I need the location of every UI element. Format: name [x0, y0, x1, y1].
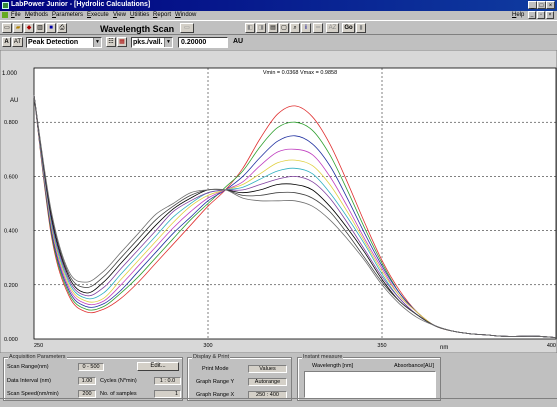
y-tick-label: 0.000	[4, 337, 18, 343]
menu-report[interactable]: Report	[153, 12, 172, 18]
x-tick-label: 350	[377, 343, 386, 349]
edit-button[interactable]: Edit...	[137, 362, 179, 371]
detection-select[interactable]: Peak Detection ▼	[26, 37, 102, 48]
cycles-label: Cycles (N*min)	[100, 378, 137, 384]
threshold-units: AU	[233, 38, 244, 45]
wavelength-label: Wavelength [nm]	[312, 363, 354, 369]
menu-window[interactable]: Window	[175, 12, 197, 18]
doc-minimize-button[interactable]: _	[528, 11, 536, 19]
scale-icon[interactable]: ═	[313, 23, 323, 33]
y-tick-label: 0.600	[4, 174, 18, 180]
y-top-value: 1.000	[2, 71, 18, 77]
left-icon[interactable]: ◧	[245, 23, 255, 33]
plot-area[interactable]	[33, 67, 557, 340]
instant-measure-group: Instant measure Wavelength [nm] Absorban…	[297, 354, 441, 401]
chevron-down-icon[interactable]: ▼	[93, 38, 101, 47]
scan-speed-label: Scan Speed(nm/min)	[7, 391, 59, 397]
scan-title: Wavelength Scan	[100, 24, 175, 34]
title-bar: LabPower Junior - [Hydrolic Calculations…	[0, 0, 557, 11]
threshold-input[interactable]: 0.20000	[178, 37, 228, 48]
window-icon[interactable]: ▢	[279, 23, 289, 33]
range-x-label: Graph Range X	[196, 392, 235, 398]
right-icon[interactable]: ◨	[256, 23, 266, 33]
menu-file[interactable]: File	[11, 12, 21, 18]
new-file-icon[interactable]: ▭	[2, 23, 12, 33]
overlay-icon[interactable]: ▤	[268, 23, 278, 33]
vmin-vmax-readout: Vmin = 0.0368 Vmax = 0.9858	[263, 70, 337, 76]
print-icon[interactable]: ⎙	[57, 23, 67, 33]
zoom-icon[interactable]: ⌕	[290, 23, 300, 33]
graph-toolbar: A AT Peak Detection ▼ ☷ ▦ pks./vall. ▼ 0…	[0, 35, 557, 49]
mode-a-button[interactable]: A	[2, 37, 11, 47]
list-icon[interactable]: ☷	[106, 37, 116, 47]
info-icon[interactable]: i	[301, 23, 311, 33]
measure-icon[interactable]: ▭	[180, 23, 194, 33]
spectrum-chart[interactable]: 1.000 AU Vmin = 0.0368 Vmax = 0.9858 nm …	[0, 50, 557, 353]
cycles-field: 1 : 0.0	[154, 377, 181, 385]
data-interval-label: Data Interval (nm)	[7, 378, 52, 384]
chevron-down-icon[interactable]: ▼	[164, 38, 172, 47]
x-tick-label: 250	[34, 343, 43, 349]
print-mode-label: Print Mode	[202, 366, 229, 372]
chart-icon[interactable]: ▥	[35, 23, 45, 33]
scan-range-label: Scan Range(nm)	[7, 364, 49, 370]
go-button[interactable]: Go	[342, 23, 355, 33]
acquisition-title: Acquisition Parameters	[8, 354, 67, 360]
open-folder-icon[interactable]: ▰	[13, 23, 23, 33]
pks-value: pks./vall.	[133, 39, 163, 46]
menu-execute[interactable]: Execute	[87, 12, 109, 18]
instant-measure-list[interactable]	[304, 371, 436, 398]
menu-help[interactable]: Help	[512, 12, 525, 18]
autozero-button[interactable]: AZ	[326, 23, 339, 33]
acquisition-group: Acquisition Parameters Scan Range(nm) 0 …	[3, 354, 183, 401]
samples-field: 1	[154, 390, 181, 398]
parameters-panel: Acquisition Parameters Scan Range(nm) 0 …	[0, 354, 557, 407]
close-button[interactable]: ×	[546, 1, 555, 9]
y-tick-label: 0.200	[4, 283, 18, 289]
absorbance-label: Absorbance[AU]	[394, 363, 435, 369]
y-tick-label: 0.400	[4, 229, 18, 235]
menu-view[interactable]: View	[113, 12, 126, 18]
window-title: LabPower Junior - [Hydrolic Calculations…	[11, 1, 151, 8]
spectrum-series-10[interactable]	[33, 95, 557, 338]
display-title: Display & Print	[192, 354, 231, 360]
doc-restore-button[interactable]: ▫	[537, 11, 545, 19]
y-tick-label: 0.800	[4, 120, 18, 126]
save-icon[interactable]: ■	[46, 23, 56, 33]
detection-value: Peak Detection	[28, 39, 79, 46]
mode-at-button[interactable]: AT	[12, 37, 23, 47]
minimize-button[interactable]: _	[528, 1, 537, 9]
display-group: Display & Print Print Mode Values Graph …	[187, 354, 292, 401]
menu-parameters[interactable]: Parameters	[52, 12, 84, 18]
menu-methods[interactable]: Methods	[25, 12, 49, 18]
pks-select[interactable]: pks./vall. ▼	[131, 37, 173, 48]
samples-label: No. of samples	[100, 391, 137, 397]
y-axis-label: AU	[10, 98, 18, 104]
menu-utilities[interactable]: Utilities	[130, 12, 150, 18]
doc-close-button[interactable]: ×	[546, 11, 554, 19]
x-tick-label: 300	[203, 343, 212, 349]
instant-title: Instant measure	[302, 354, 344, 360]
scan-speed-field: 200	[78, 390, 96, 398]
x-unit-label: nm	[440, 345, 448, 351]
method-icon[interactable]: ◆	[24, 23, 34, 33]
data-interval-field: 1.00	[78, 377, 96, 385]
grid-icon[interactable]: ▦	[117, 37, 127, 47]
stop-icon[interactable]: ▮	[356, 23, 366, 33]
maximize-button[interactable]: □	[537, 1, 546, 9]
x-tick-label: 400	[547, 343, 556, 349]
main-toolbar: ▭ ▰ ◆ ▥ ■ ⎙ Wavelength Scan ▭ ◧ ◨ ▤ ▢ ⌕ …	[0, 20, 557, 35]
app-icon	[2, 2, 9, 9]
scan-range-field: 0 - 500	[78, 363, 104, 371]
range-y-field[interactable]: Autorange	[248, 378, 287, 386]
print-mode-field[interactable]: Values	[248, 365, 287, 373]
status-bar	[0, 398, 557, 407]
menu-bar: File Methods Parameters Execute View Uti…	[0, 11, 557, 20]
range-y-label: Graph Range Y	[196, 379, 235, 385]
document-icon[interactable]	[2, 12, 8, 18]
